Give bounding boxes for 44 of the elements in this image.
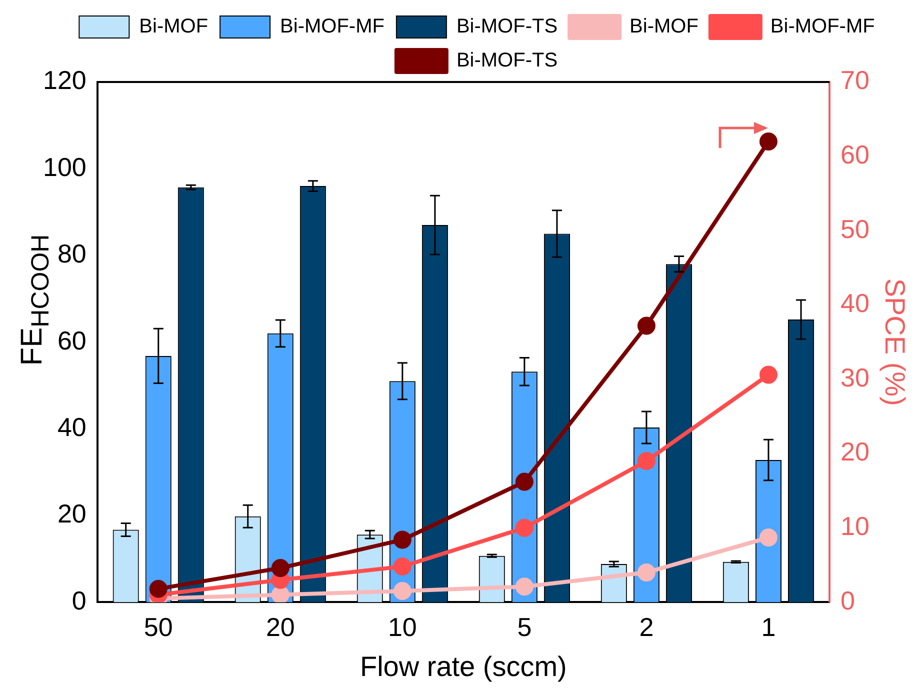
legend-label: Bi-MOF-MF: [280, 16, 384, 38]
x-tick-label: 2: [639, 612, 654, 642]
y-tick-label: 60: [57, 325, 86, 356]
point: [759, 366, 778, 384]
y2-tick-label: 70: [840, 65, 870, 96]
y2-tick-label: 20: [840, 436, 870, 467]
legend-label: Bi-MOF-TS: [456, 50, 558, 72]
y-tick-label: 0: [72, 585, 86, 616]
point: [759, 132, 778, 150]
legend-label: Bi-MOF: [139, 16, 208, 38]
point: [759, 528, 778, 547]
point: [393, 530, 412, 549]
point: [393, 582, 412, 600]
y-tick-label: 20: [57, 498, 86, 529]
x-tick-label: 10: [388, 612, 417, 642]
x-tick-label: 1: [761, 612, 776, 642]
y2-tick-label: 40: [840, 288, 870, 318]
point: [637, 452, 656, 470]
y2-tick-label: 30: [840, 362, 870, 392]
x-axis-title: Flow rate (sccm): [360, 650, 567, 682]
y-tick-label: 40: [57, 412, 86, 442]
y2-tick-label: 60: [840, 139, 870, 170]
y-tick-label: 120: [42, 65, 86, 96]
point: [271, 559, 290, 578]
point: [515, 518, 534, 537]
y2-tick-label: 10: [840, 511, 870, 542]
point: [149, 580, 168, 598]
legend-label: Bi-MOF: [630, 16, 698, 38]
y2-axis-title: SPCE (%): [879, 278, 910, 406]
legend-label: Bi-MOF-MF: [770, 16, 875, 38]
x-tick-label: 5: [517, 612, 532, 642]
y-tick-label: 100: [42, 152, 86, 182]
point: [637, 316, 656, 335]
legend-label: Bi-MOF-TS: [456, 16, 558, 38]
point: [515, 578, 534, 596]
y2-tick-label: 0: [840, 585, 855, 616]
x-tick-label: 20: [266, 612, 295, 642]
point: [515, 472, 534, 491]
x-tick-label: 50: [144, 612, 173, 642]
point: [271, 586, 290, 602]
y-tick-label: 80: [57, 238, 86, 269]
point: [637, 563, 656, 582]
y2-tick-label: 50: [840, 214, 870, 244]
point: [393, 558, 412, 576]
